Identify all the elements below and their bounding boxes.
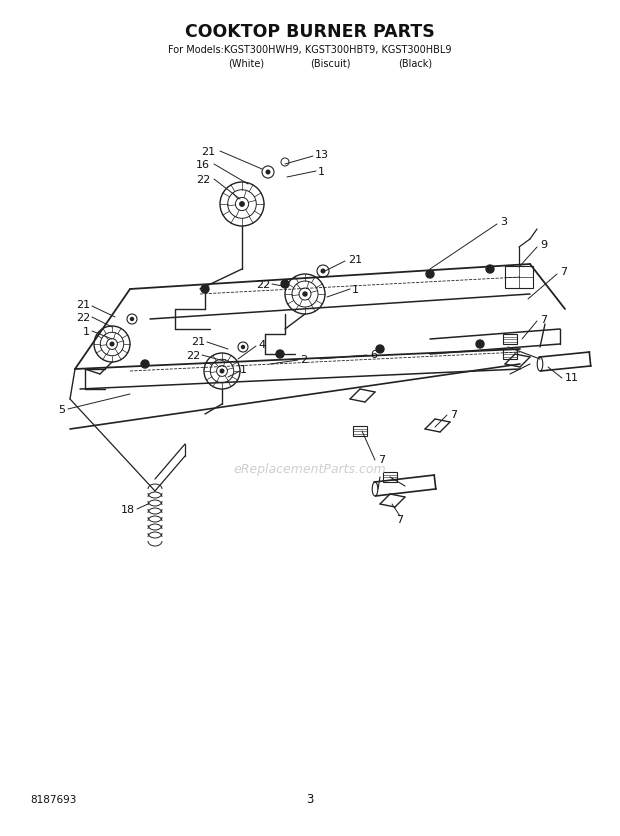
Circle shape	[266, 171, 270, 175]
Circle shape	[281, 281, 289, 288]
Text: 6: 6	[370, 349, 377, 359]
Text: 22: 22	[256, 280, 270, 289]
Text: 22: 22	[186, 350, 200, 360]
Text: 7: 7	[540, 314, 547, 324]
Text: 22: 22	[76, 313, 90, 323]
Circle shape	[130, 319, 133, 321]
Text: 11: 11	[565, 373, 579, 383]
Text: (Biscuit): (Biscuit)	[310, 58, 350, 68]
Bar	[383, 472, 397, 482]
Text: 16: 16	[196, 160, 210, 170]
Text: 1: 1	[83, 327, 90, 337]
Text: eReplacementParts.com: eReplacementParts.com	[234, 463, 386, 476]
Text: 7: 7	[396, 514, 404, 524]
Circle shape	[242, 346, 244, 349]
Bar	[503, 349, 517, 359]
Text: 1: 1	[240, 364, 247, 375]
Text: 18: 18	[121, 504, 135, 514]
Text: 4: 4	[258, 339, 265, 349]
Text: 13: 13	[315, 150, 329, 160]
Text: 7: 7	[378, 455, 385, 465]
Circle shape	[426, 271, 434, 278]
Text: (Black): (Black)	[398, 58, 432, 68]
Text: 7: 7	[450, 410, 457, 420]
Circle shape	[141, 360, 149, 369]
Text: 21: 21	[348, 255, 362, 265]
Text: 2: 2	[300, 354, 307, 364]
Circle shape	[376, 345, 384, 354]
Text: 21: 21	[191, 337, 205, 347]
Text: 21: 21	[76, 299, 90, 309]
Text: 1: 1	[318, 167, 325, 176]
Text: 5: 5	[58, 405, 65, 415]
Text: 22: 22	[196, 175, 210, 185]
Circle shape	[303, 293, 307, 297]
Bar	[503, 334, 517, 344]
Bar	[505, 267, 533, 288]
Text: 3: 3	[500, 217, 507, 227]
Text: 7: 7	[560, 267, 567, 277]
Circle shape	[220, 370, 224, 374]
Text: 1: 1	[352, 285, 359, 294]
Circle shape	[201, 286, 209, 293]
Circle shape	[476, 340, 484, 349]
Circle shape	[276, 350, 284, 359]
Circle shape	[321, 270, 325, 273]
Text: (White): (White)	[228, 58, 264, 68]
Text: 21: 21	[201, 147, 215, 157]
Text: For Models:KGST300HWH9, KGST300HBT9, KGST300HBL9: For Models:KGST300HWH9, KGST300HBT9, KGS…	[168, 45, 452, 55]
Text: 3: 3	[306, 793, 314, 806]
Text: 9: 9	[540, 240, 547, 250]
Circle shape	[486, 266, 494, 273]
Circle shape	[110, 343, 114, 346]
Bar	[353, 426, 367, 436]
Circle shape	[240, 202, 244, 207]
Text: COOKTOP BURNER PARTS: COOKTOP BURNER PARTS	[185, 23, 435, 41]
Text: 8187693: 8187693	[30, 794, 76, 804]
